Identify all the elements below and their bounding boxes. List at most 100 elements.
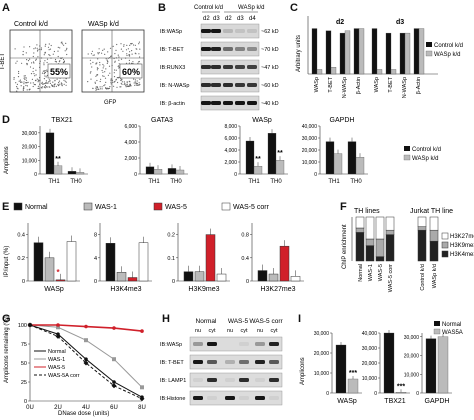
flow-event-dot xyxy=(107,87,109,90)
flow-event-dot xyxy=(44,83,46,85)
panel-i-subplot: 0 10,000 20,000 30,000 40,000 *** TBX21 xyxy=(362,330,410,405)
panel-c-bar xyxy=(371,28,378,75)
panel-c-tick-label: N-WASp xyxy=(402,77,408,98)
flow-event-dot xyxy=(126,81,128,83)
flow-event-dot xyxy=(65,78,67,80)
panel-g-legend-label: WAS-5 xyxy=(48,365,65,371)
flow-event-dot xyxy=(27,81,29,83)
blot-band xyxy=(211,29,221,33)
panel-c-group-d2: d2 xyxy=(336,19,344,26)
flow-event-dot xyxy=(105,68,107,70)
flow-event-dot xyxy=(115,57,117,59)
flow-event-dot xyxy=(109,57,111,59)
flow-event-dot xyxy=(32,82,34,84)
flow-event-dot xyxy=(22,50,24,53)
blot-band xyxy=(247,101,257,105)
flow-event-dot xyxy=(134,44,136,46)
blot-band xyxy=(207,342,217,346)
flow-event-dot xyxy=(41,57,43,59)
panel-c-legend-1: Control k/d xyxy=(434,43,463,49)
flow-event-dot xyxy=(29,66,32,68)
flow-event-dot xyxy=(35,58,38,60)
flow-event-dot xyxy=(99,80,101,83)
panel-h-group: WAS-5 corr xyxy=(249,318,283,325)
panel-g-point xyxy=(112,326,116,330)
panel-d-bar xyxy=(355,157,365,175)
flow-event-dot xyxy=(112,45,114,48)
blot-band xyxy=(223,29,233,33)
panel-i-ytick: 10,000 xyxy=(314,371,330,377)
panel-h-lane: nu xyxy=(227,328,233,334)
panel-h-row: IB: T-BET xyxy=(160,354,283,370)
blot-band xyxy=(223,83,233,87)
flow-event-dot xyxy=(43,70,46,72)
panel-d-xtick: TH1 xyxy=(248,179,260,185)
panel-g-point xyxy=(84,324,88,329)
panel-h-row: IB:WASp xyxy=(160,336,283,352)
flow-event-dot xyxy=(123,44,125,46)
flow-event-dot xyxy=(66,53,68,56)
flow-event-dot xyxy=(57,83,59,86)
panel-g-point xyxy=(27,322,33,328)
panel-d-bar xyxy=(333,153,343,175)
panel-e-title: WASp xyxy=(44,286,64,293)
panel-f-letter: F xyxy=(340,201,347,213)
panel-e-bar xyxy=(138,242,149,282)
panel-a-letter: A xyxy=(2,2,10,14)
panel-b-group-2: WASp k/d xyxy=(238,5,264,11)
panel-i-bar xyxy=(395,392,407,394)
panel-d-xtick: TH0 xyxy=(170,179,182,185)
panel-e-bar xyxy=(290,276,301,282)
panel-g-point xyxy=(55,333,61,339)
flow-event-dot xyxy=(138,41,140,43)
flow-event-dot xyxy=(135,53,137,55)
panel-f-title-2: Jurkat TH line xyxy=(410,208,453,215)
flow-event-dot xyxy=(23,81,25,83)
flow-event-dot xyxy=(109,86,111,88)
panel-i-ytick: 0 xyxy=(374,391,377,397)
flow-event-dot xyxy=(137,84,139,86)
flow-event-dot xyxy=(101,69,103,72)
panel-g-ytick: 75 xyxy=(21,342,27,348)
panel-f-legend: H3K27me3 H3K9me3 H3K4me3 xyxy=(441,232,474,258)
flow-event-dot xyxy=(96,79,98,82)
flow-event-dot xyxy=(33,73,35,75)
flow-event-dot xyxy=(125,62,128,64)
flow-event-dot xyxy=(120,86,122,88)
flow-event-dot xyxy=(113,72,115,74)
panel-d-subplot: GAPDH 0 10,000 20,000 30,000 40,000 TH1 TH0 xyxy=(302,117,368,185)
panel-f-bar-segment xyxy=(429,240,439,262)
flow-event-dot xyxy=(37,56,39,58)
flow-event-dot xyxy=(48,81,50,83)
panel-c-bar xyxy=(404,32,411,75)
flow-event-dot xyxy=(121,78,123,80)
flow-event-dot xyxy=(90,53,93,55)
panel-c-chart: Arbitrary units d2 d3 WASp T-BET N-WASp β-A… xyxy=(296,16,463,98)
flow-event-dot xyxy=(38,87,40,89)
flow-event-dot xyxy=(128,80,130,82)
panel-i-ytick: 30,000 xyxy=(362,346,378,352)
blot-band xyxy=(235,101,245,105)
panel-i-xlabel: WASp xyxy=(337,398,357,405)
flow-event-dot xyxy=(45,43,47,46)
panel-e-legend-swatch xyxy=(83,202,93,211)
flow-event-dot xyxy=(62,58,65,61)
flow-event-dot xyxy=(44,71,47,74)
flow-event-dot xyxy=(58,84,60,86)
flow-event-dot xyxy=(44,45,46,47)
flow-event-dot xyxy=(104,77,107,79)
flow-event-dot xyxy=(139,56,141,58)
flow-event-dot xyxy=(113,57,115,60)
flow-event-dot xyxy=(44,75,46,77)
flow-event-dot xyxy=(135,83,137,85)
flow-event-dot xyxy=(115,69,117,71)
panel-d-ytick: 30,000 xyxy=(302,136,318,142)
panel-e-bar xyxy=(183,271,194,282)
flow-event-dot xyxy=(132,61,134,63)
flow-event-dot xyxy=(138,60,140,63)
panel-d-ytick: 6,000 xyxy=(224,136,237,142)
panel-e-ytick: 0.4 xyxy=(17,233,25,239)
panel-e-ytick: 8 xyxy=(94,233,97,239)
panel-f-bar-segment xyxy=(375,256,385,262)
flow-event-dot xyxy=(99,61,101,64)
